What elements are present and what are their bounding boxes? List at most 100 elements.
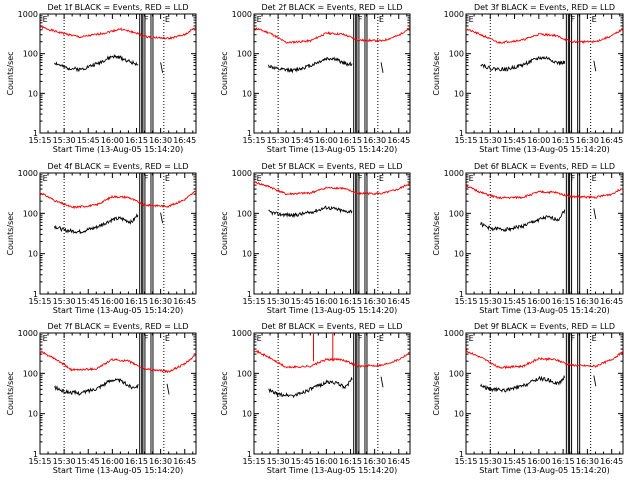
plot-frame (465, 332, 624, 455)
y-tick-label: 10 (454, 89, 464, 98)
chart-panel: Det 3f BLACK = Events, RED = LLD 1 10 100 10… (432, 3, 624, 154)
x-tick-label: 15:15 (454, 297, 477, 306)
series-tail (380, 376, 384, 388)
series-line (54, 213, 139, 235)
series-tail (160, 212, 164, 224)
y-tick-label: 10 (454, 410, 464, 419)
event-marker: E (43, 334, 48, 343)
x-tick-label: 15:15 (242, 136, 265, 145)
x-tick-label: 16:45 (173, 297, 196, 306)
y-tick-label: 1000 (232, 169, 252, 178)
series-tail (166, 383, 170, 395)
x-tick-label: 16:15 (339, 457, 362, 466)
y-tick-label: 1 (459, 450, 464, 459)
series-line (480, 55, 566, 72)
y-axis-label: Counts/sec (6, 51, 15, 95)
y-tick-label: 100 (23, 209, 38, 218)
x-tick-label: 15:45 (291, 136, 314, 145)
event-marker: E (257, 174, 262, 183)
x-axis-label: Start Time (13-Aug-05 15:14:20) (53, 145, 184, 154)
plot-frame (39, 13, 197, 134)
chart-title: Det 6f BLACK = Events, RED = LLD (474, 162, 615, 171)
y-tick-label: 1000 (232, 10, 252, 19)
plot-frame (39, 172, 197, 295)
x-tick-label: 16:30 (576, 457, 599, 466)
x-tick-label: 16:15 (552, 136, 575, 145)
y-tick-label: 100 (23, 369, 38, 378)
y-tick-label: 1 (33, 450, 38, 459)
y-tick-label: 1 (247, 290, 252, 299)
x-tick-label: 15:30 (53, 136, 76, 145)
x-tick-label: 16:45 (600, 136, 623, 145)
y-tick-label: 100 (449, 50, 464, 59)
y-tick-label: 10 (454, 250, 464, 259)
x-tick-label: 16:45 (387, 297, 410, 306)
plot-frame (253, 172, 411, 295)
chart-title: Det 3f BLACK = Events, RED = LLD (474, 3, 615, 12)
event-marker: F (144, 174, 149, 183)
x-tick-label: 16:30 (576, 136, 599, 145)
x-tick-label: 15:45 (77, 457, 100, 466)
series-line (54, 378, 139, 396)
x-tick-label: 15:15 (242, 297, 265, 306)
y-tick-label: 10 (242, 89, 252, 98)
event-marker: F (358, 15, 363, 24)
x-tick-label: 16:15 (125, 297, 148, 306)
x-tick-label: 16:00 (101, 457, 124, 466)
event-marker: E (592, 15, 597, 24)
y-tick-label: 1 (247, 450, 252, 459)
x-tick-label: 16:45 (600, 297, 623, 306)
chart-panel: Det 4f BLACK = Events, RED = LLD 1 10 100 10… (6, 162, 197, 315)
x-tick-label: 15:30 (53, 297, 76, 306)
y-tick-label: 1000 (18, 10, 38, 19)
x-tick-label: 16:30 (149, 297, 172, 306)
x-tick-label: 15:15 (28, 457, 51, 466)
event-marker: E (469, 174, 474, 183)
event-marker: E (165, 334, 170, 343)
chart-title: Det 1f BLACK = Events, RED = LLD (47, 3, 188, 12)
event-marker: F (144, 15, 149, 24)
series-line (39, 350, 196, 374)
x-tick-label: 15:15 (28, 136, 51, 145)
series-line (268, 205, 353, 219)
chart-title: Det 5f BLACK = Events, RED = LLD (261, 162, 402, 171)
x-tick-label: 16:15 (339, 136, 362, 145)
y-tick-label: 1000 (444, 169, 464, 178)
x-tick-label: 16:45 (387, 136, 410, 145)
y-tick-label: 10 (28, 410, 38, 419)
y-axis-label: Counts/sec (220, 211, 229, 255)
x-axis-label: Start Time (13-Aug-05 15:14:20) (479, 466, 610, 475)
chart-panel: Det 2f BLACK = Events, RED = LLD 1 10 100 10… (220, 3, 411, 154)
chart-title: Det 7f BLACK = Events, RED = LLD (47, 322, 188, 331)
x-tick-label: 15:15 (454, 457, 477, 466)
plot-frame (465, 172, 624, 295)
series-line (465, 27, 624, 45)
series-tail (160, 62, 164, 73)
series-tail (593, 60, 597, 72)
x-tick-label: 15:15 (454, 136, 477, 145)
x-tick-label: 16:30 (363, 457, 386, 466)
x-tick-label: 16:15 (339, 297, 362, 306)
y-tick-label: 100 (237, 209, 252, 218)
plot-frame (39, 332, 197, 455)
x-tick-label: 15:15 (242, 457, 265, 466)
x-tick-label: 16:30 (149, 136, 172, 145)
series-line (39, 190, 197, 210)
y-tick-label: 1000 (444, 10, 464, 19)
x-tick-label: 16:30 (149, 457, 172, 466)
event-marker: F (358, 174, 363, 183)
x-tick-label: 16:00 (315, 136, 338, 145)
y-axis-label: Counts/sec (432, 371, 441, 415)
event-marker: E (592, 334, 597, 343)
y-tick-label: 1000 (18, 329, 38, 338)
plot-frame (465, 13, 624, 134)
event-marker: E (379, 15, 384, 24)
event-marker: E (592, 174, 597, 183)
event-marker: E (257, 334, 262, 343)
event-marker: E (379, 334, 384, 343)
y-tick-label: 100 (23, 50, 38, 59)
x-tick-label: 16:15 (125, 136, 148, 145)
x-tick-label: 15:30 (479, 457, 502, 466)
x-tick-label: 15:45 (291, 457, 314, 466)
